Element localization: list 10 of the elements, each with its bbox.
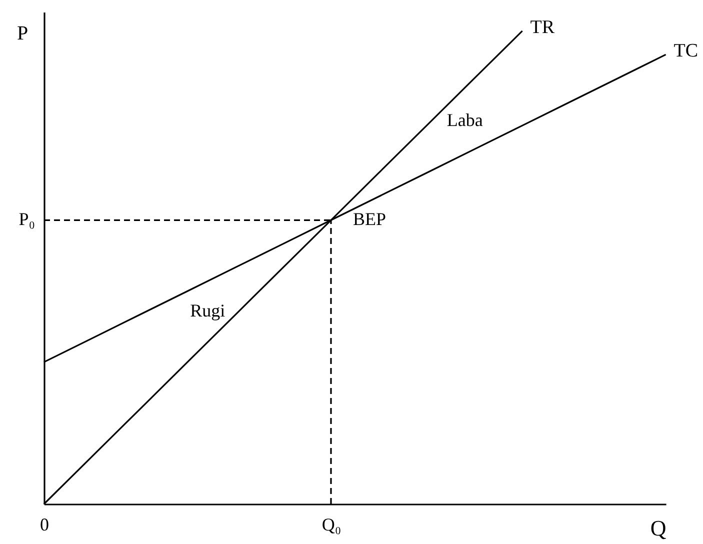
x-tick-label: 0: [40, 514, 49, 534]
annotation: Laba: [446, 110, 483, 130]
x-tick-label: Q₀: [322, 514, 342, 534]
annotation: BEP: [352, 209, 386, 230]
annotation: Rugi: [190, 300, 226, 321]
y-axis-title: P: [16, 22, 28, 44]
series-label: TR: [530, 16, 555, 38]
series-label: TC: [674, 40, 698, 62]
ref-line-label: P₀: [18, 209, 35, 230]
x-axis-title: Q: [650, 516, 666, 540]
